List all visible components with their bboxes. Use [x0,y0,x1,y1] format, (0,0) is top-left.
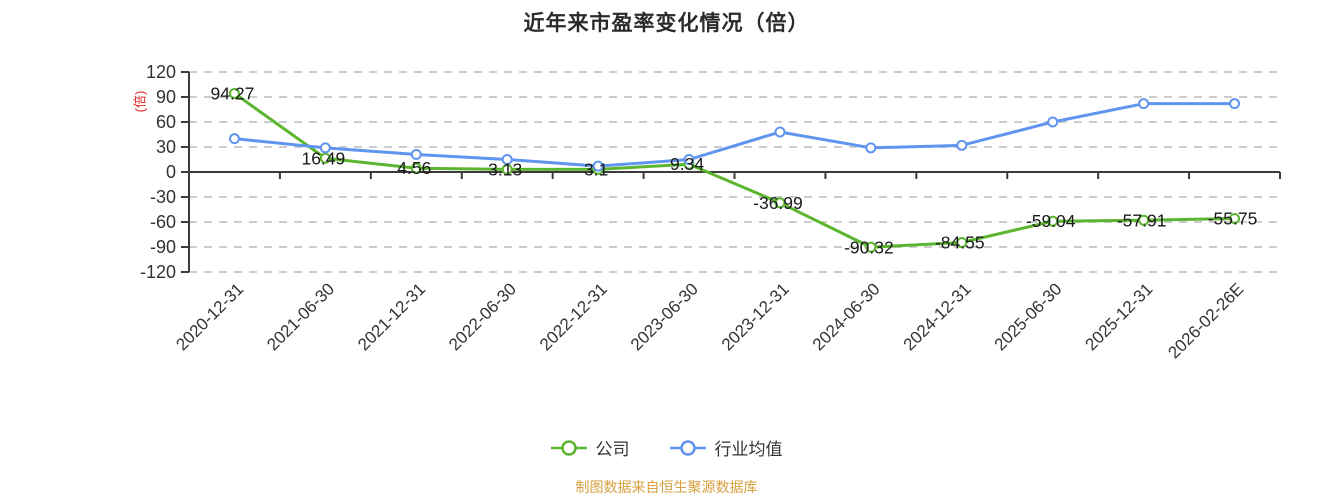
data-label: 3.13 [488,159,522,179]
data-label: 9.34 [670,154,704,174]
x-tick-label: 2024-06-30 [809,279,884,354]
data-point [410,149,422,160]
data-point [865,142,877,154]
data-source-note: 制图数据来自恒生聚源数据库 [575,479,758,495]
data-label: 94.27 [211,83,255,103]
x-tick-label: 2024-12-31 [900,279,975,354]
data-label: -55.75 [1208,208,1258,228]
y-tick-label: 30 [156,137,176,157]
y-tick-label: -30 [150,187,176,207]
x-tick-label: 2021-06-30 [263,279,338,354]
legend-item-company[interactable]: 公司 [550,435,630,460]
data-label: -90.32 [844,237,894,257]
x-tick-label: 2023-06-30 [627,279,702,354]
x-tick-label: 2026-02-26E [1164,279,1247,362]
data-label: 16.49 [301,148,345,168]
data-point [1229,212,1241,224]
data-label: -59.04 [1026,211,1076,231]
data-point [319,152,331,164]
data-label: -57.91 [1117,210,1167,230]
data-point [319,142,331,154]
data-point [1138,98,1150,110]
x-tick-label: 2025-12-31 [1082,279,1157,354]
x-tick-label: 2021-12-31 [354,279,429,354]
x-axis: 2020-12-31 2021-06-30 2021-12-31 2022-06-30… [172,171,1281,362]
data-point [956,139,968,151]
x-tick-label: 2023-12-31 [718,279,793,354]
data-point [501,154,513,165]
data-point [1047,116,1059,128]
data-label: -84.55 [935,232,985,252]
chart-title: 近年来市盈率变化情况（倍） [523,12,810,35]
data-point [774,197,786,209]
data-point [592,160,604,172]
y-tick-label: 0 [166,162,176,182]
x-tick-label: 2020-12-31 [172,279,247,354]
legend-item-industry[interactable]: 行业均值 [669,435,783,460]
data-labels: 94.27 16.49 4.56 3.13 3.1 9.34 -36.99 -90.32 -84… [211,83,1258,257]
data-point [865,241,877,253]
data-point [1138,214,1150,226]
data-point [410,162,422,174]
series-industry-line [228,98,1241,172]
x-tick-label: 2022-06-30 [445,279,520,354]
y-tick-label: -90 [150,237,176,257]
data-label: 3.1 [584,159,608,179]
industry-legend-marker [669,439,706,456]
legend-label-industry: 行业均值 [714,440,783,459]
y-tick-label: -60 [150,212,176,232]
data-point [1047,215,1059,227]
x-tick-label: 2022-12-31 [536,279,611,354]
y-tick-label: 90 [156,87,176,107]
legend-label-company: 公司 [595,440,630,459]
series-company-line [228,87,1241,253]
company-legend-marker [550,439,587,456]
x-tick-label: 2025-06-30 [991,279,1066,354]
data-point [228,87,240,99]
data-point [774,126,786,138]
data-point [228,133,240,145]
y-tick-label: 60 [156,112,176,132]
data-label: 4.56 [397,158,431,178]
data-point [956,236,968,248]
data-point [1229,98,1241,110]
data-label: -36.99 [753,193,803,213]
y-tick-label: 120 [146,62,176,82]
legend: 公司 行业均值 [0,435,1333,460]
y-tick-label: -120 [140,262,176,282]
data-point [683,154,695,165]
y-axis: 120 90 60 30 0 -30 -60 -90 -120 [140,62,190,282]
